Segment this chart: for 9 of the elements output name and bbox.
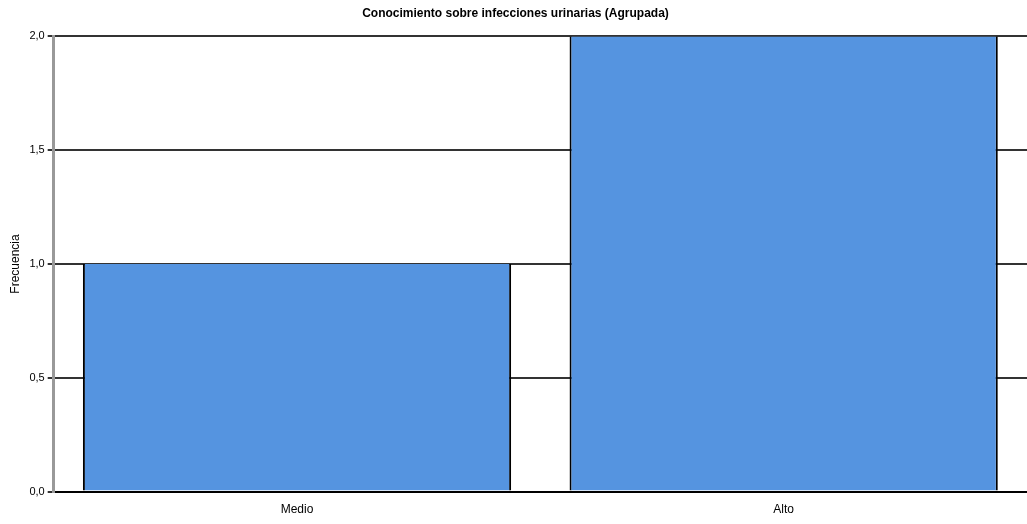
y-axis-title: Frecuencia xyxy=(7,234,22,294)
x-tick-label: Medio xyxy=(280,502,314,517)
y-tick-label: 0,5 xyxy=(29,370,45,383)
x-tick-label: Alto xyxy=(773,502,795,517)
y-tick-label: 0,0 xyxy=(29,484,45,497)
chart-title: Conocimiento sobre infecciones urinarias (Agrupada) xyxy=(362,5,669,20)
y-tick-label: 1,5 xyxy=(29,143,45,156)
y-tick-label: 1,0 xyxy=(29,257,45,270)
y-tick-label: 2,0 xyxy=(29,29,45,42)
